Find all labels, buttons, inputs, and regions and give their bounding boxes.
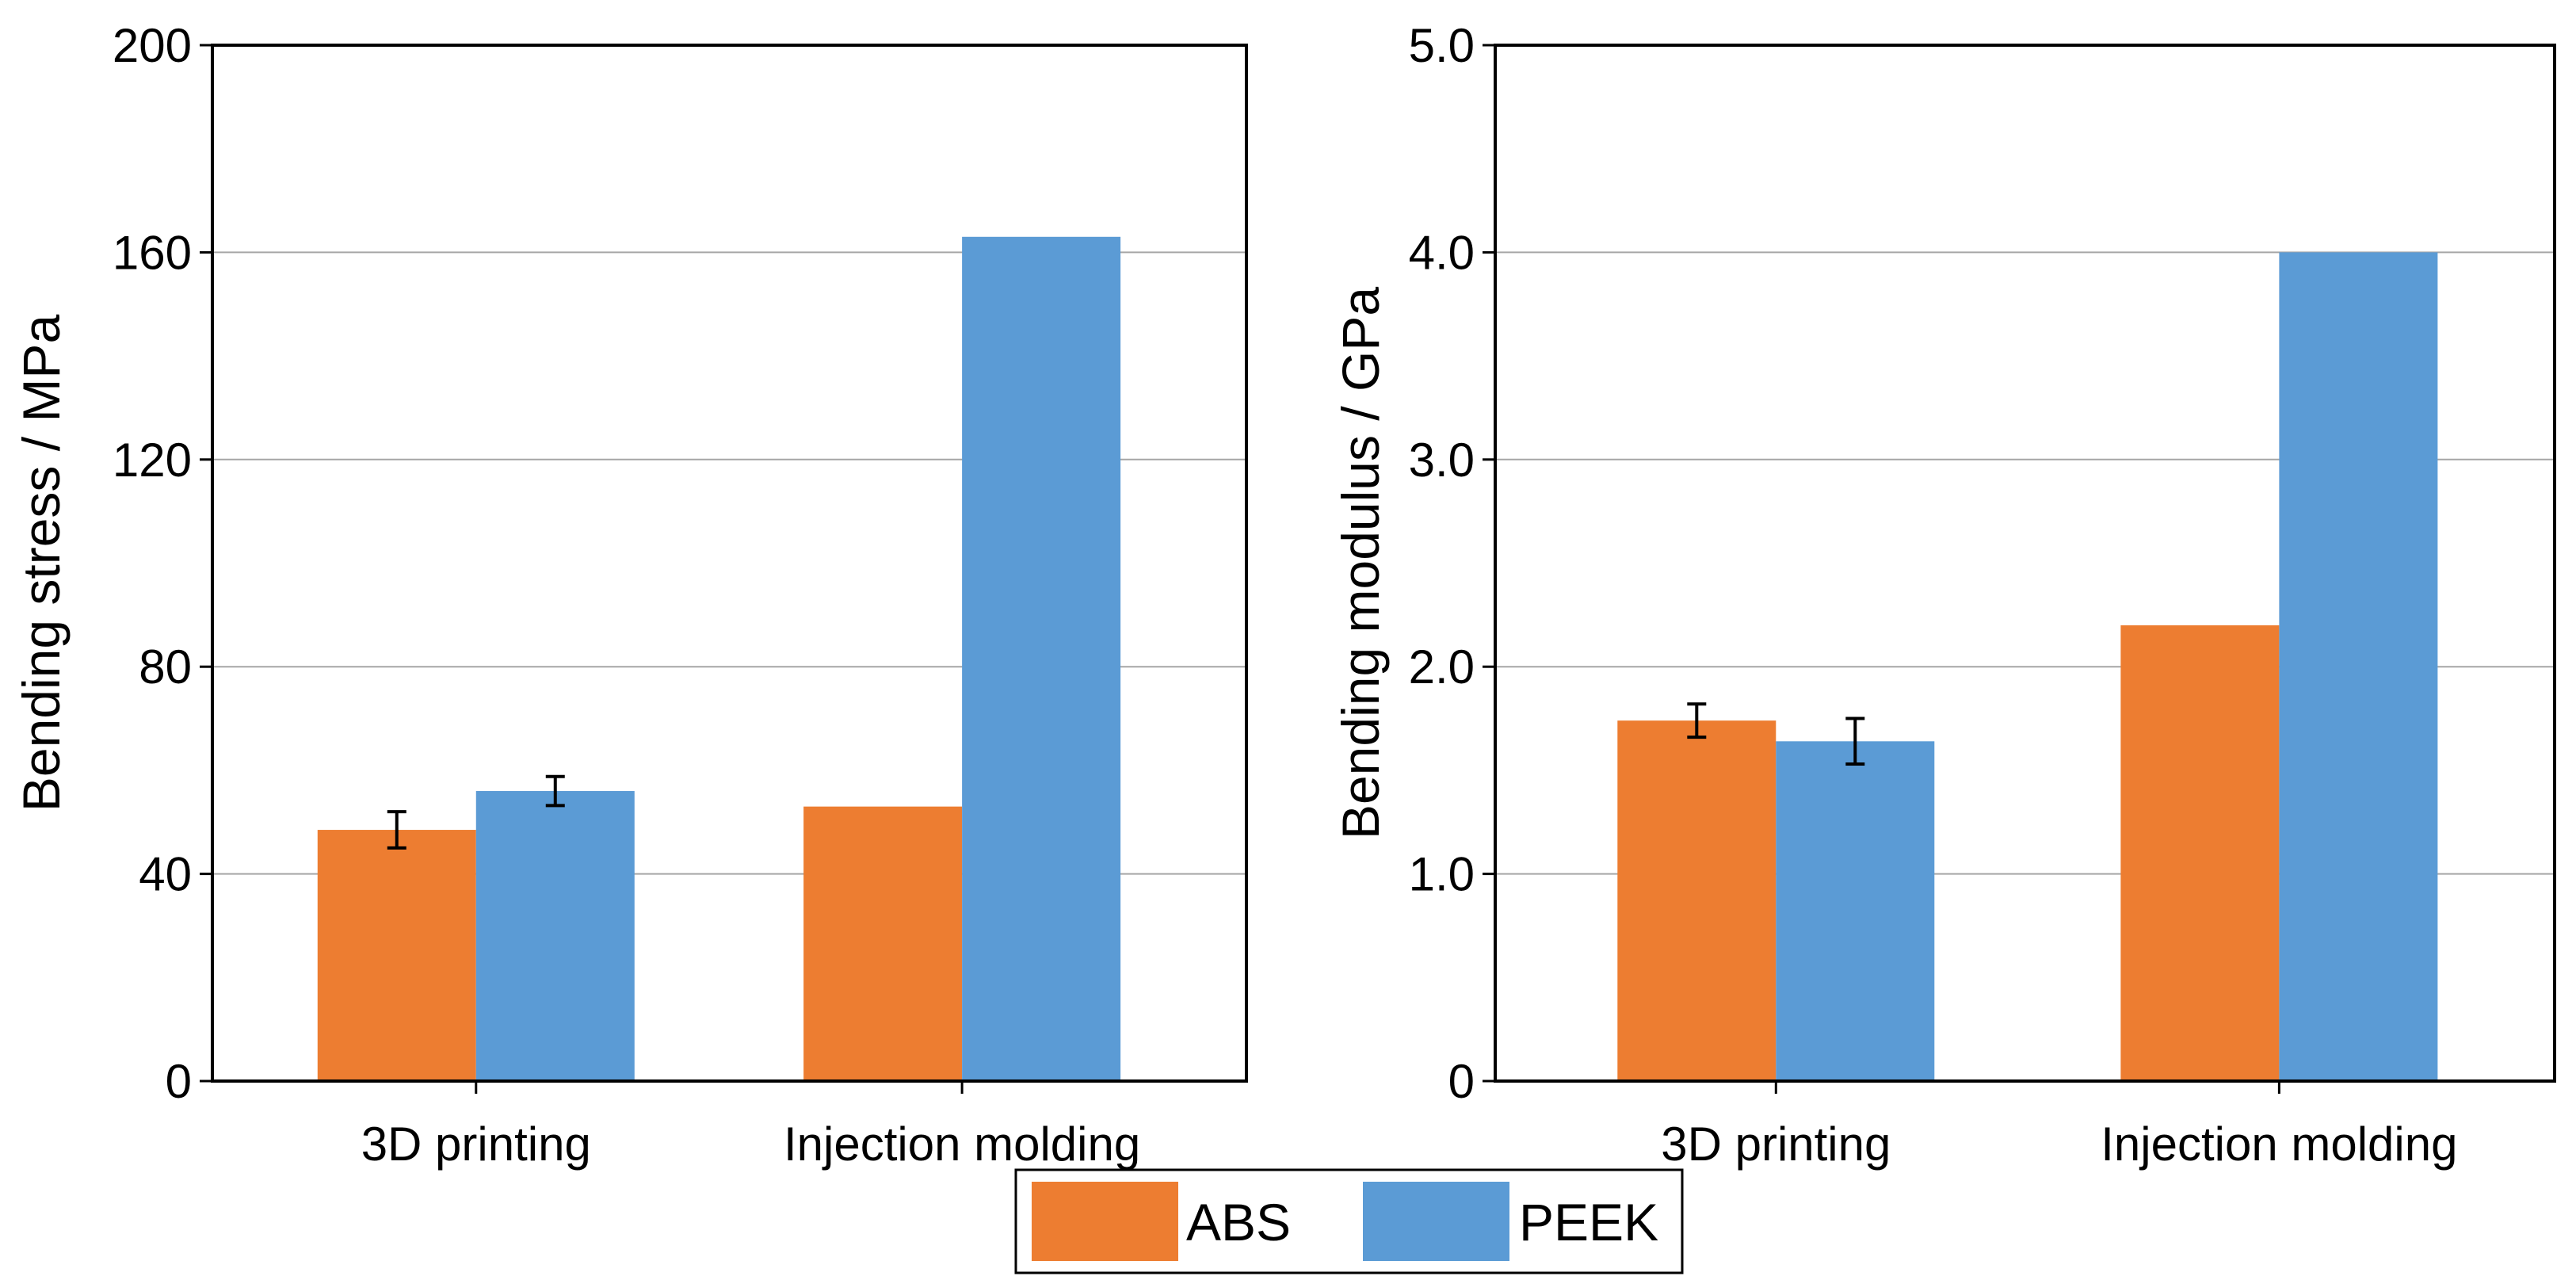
- y-tick-label: 0: [1448, 1055, 1475, 1108]
- y-axis-title: Bending stress / MPa: [12, 315, 71, 812]
- bar-abs-3d-printing: [1617, 720, 1776, 1081]
- y-tick-label: 2.0: [1409, 640, 1475, 693]
- legend-label-peek: PEEK: [1519, 1193, 1658, 1251]
- y-tick-label: 3.0: [1409, 434, 1475, 487]
- bar-abs-3d-printing: [317, 830, 476, 1081]
- bar-abs-injection-molding: [803, 806, 963, 1081]
- y-tick-label: 5.0: [1409, 19, 1475, 72]
- y-tick-label: 1.0: [1409, 848, 1475, 901]
- y-axis-title: Bending modulus / GPa: [1331, 287, 1390, 839]
- bar-peek-3d-printing: [475, 791, 635, 1081]
- bar-peek-injection-molding: [962, 236, 1121, 1081]
- plot-frame: [211, 44, 1248, 1083]
- y-tick-label: 200: [113, 19, 192, 72]
- x-tick-label: Injection molding: [2101, 1118, 2457, 1171]
- plot-frame: [1494, 44, 2556, 1083]
- legend: ABS PEEK: [1014, 1168, 1684, 1274]
- y-tick-label: 4.0: [1409, 226, 1475, 279]
- y-tick-label: 120: [113, 434, 192, 487]
- bending-stress-chart: 3D printing Injection molding 0 40 80 120 160 2…: [12, 19, 1248, 1171]
- x-tick-label: 3D printing: [1661, 1118, 1891, 1171]
- bar-peek-injection-molding: [2279, 252, 2438, 1081]
- bending-modulus-chart: 3D printing Injection molding 0 1.0 2.0 3.0 4.…: [1331, 19, 2556, 1171]
- bar-abs-injection-molding: [2120, 625, 2280, 1081]
- y-tick-label: 80: [139, 640, 192, 693]
- legend-swatch-abs: [1032, 1182, 1178, 1261]
- x-tick-label: Injection molding: [784, 1118, 1140, 1171]
- x-tick-label: 3D printing: [361, 1118, 591, 1171]
- y-tick-label: 160: [113, 226, 192, 279]
- legend-swatch-peek: [1363, 1182, 1509, 1261]
- y-tick-label: 0: [166, 1055, 192, 1108]
- bar-peek-3d-printing: [1776, 741, 1935, 1081]
- legend-label-abs: ABS: [1186, 1193, 1291, 1251]
- y-tick-label: 40: [139, 848, 192, 901]
